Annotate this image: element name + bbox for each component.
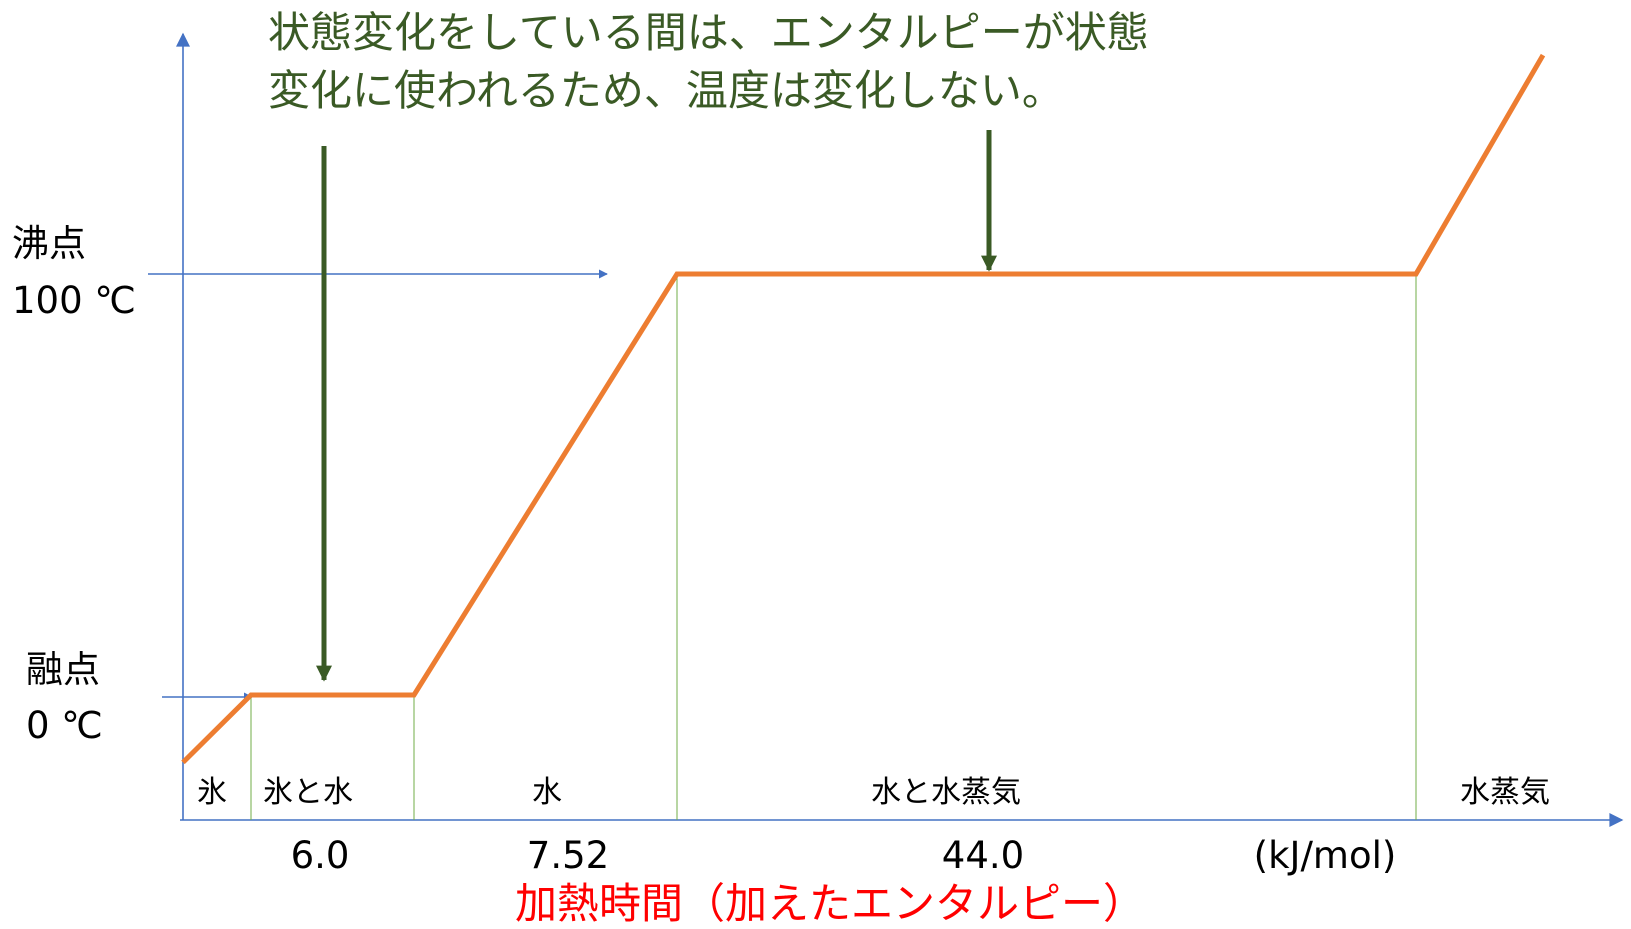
annotation-line-2: 変化に使われるため、温度は変化しない。 bbox=[268, 66, 1064, 115]
enthalpy-label-fusion: 6.0 bbox=[291, 834, 350, 877]
phase-label-steam: 水蒸気 bbox=[1460, 775, 1550, 810]
annotation-line-1: 状態変化をしている間は、エンタルピーが状態 bbox=[268, 8, 1149, 57]
phase-label-water-steam: 水と水蒸気 bbox=[871, 775, 1021, 810]
heating-curve-line bbox=[181, 53, 1546, 765]
phase-label-ice-water: 氷と水 bbox=[263, 775, 353, 810]
boiling-point-label: 沸点 bbox=[12, 222, 86, 265]
enthalpy-label-vaporization: 44.0 bbox=[942, 834, 1024, 877]
enthalpy-unit-label: (kJ/mol) bbox=[1254, 834, 1397, 877]
melting-point-label: 融点 bbox=[26, 648, 100, 691]
melting-point-value: 0 ℃ bbox=[26, 704, 103, 747]
boiling-point-value: 100 ℃ bbox=[12, 279, 136, 322]
phase-label-water: 水 bbox=[532, 775, 562, 810]
phase-label-ice: 氷 bbox=[197, 775, 227, 810]
enthalpy-label-water: 7.52 bbox=[527, 834, 609, 877]
x-axis-title: 加熱時間（加えたエンタルピー） bbox=[515, 879, 1145, 928]
